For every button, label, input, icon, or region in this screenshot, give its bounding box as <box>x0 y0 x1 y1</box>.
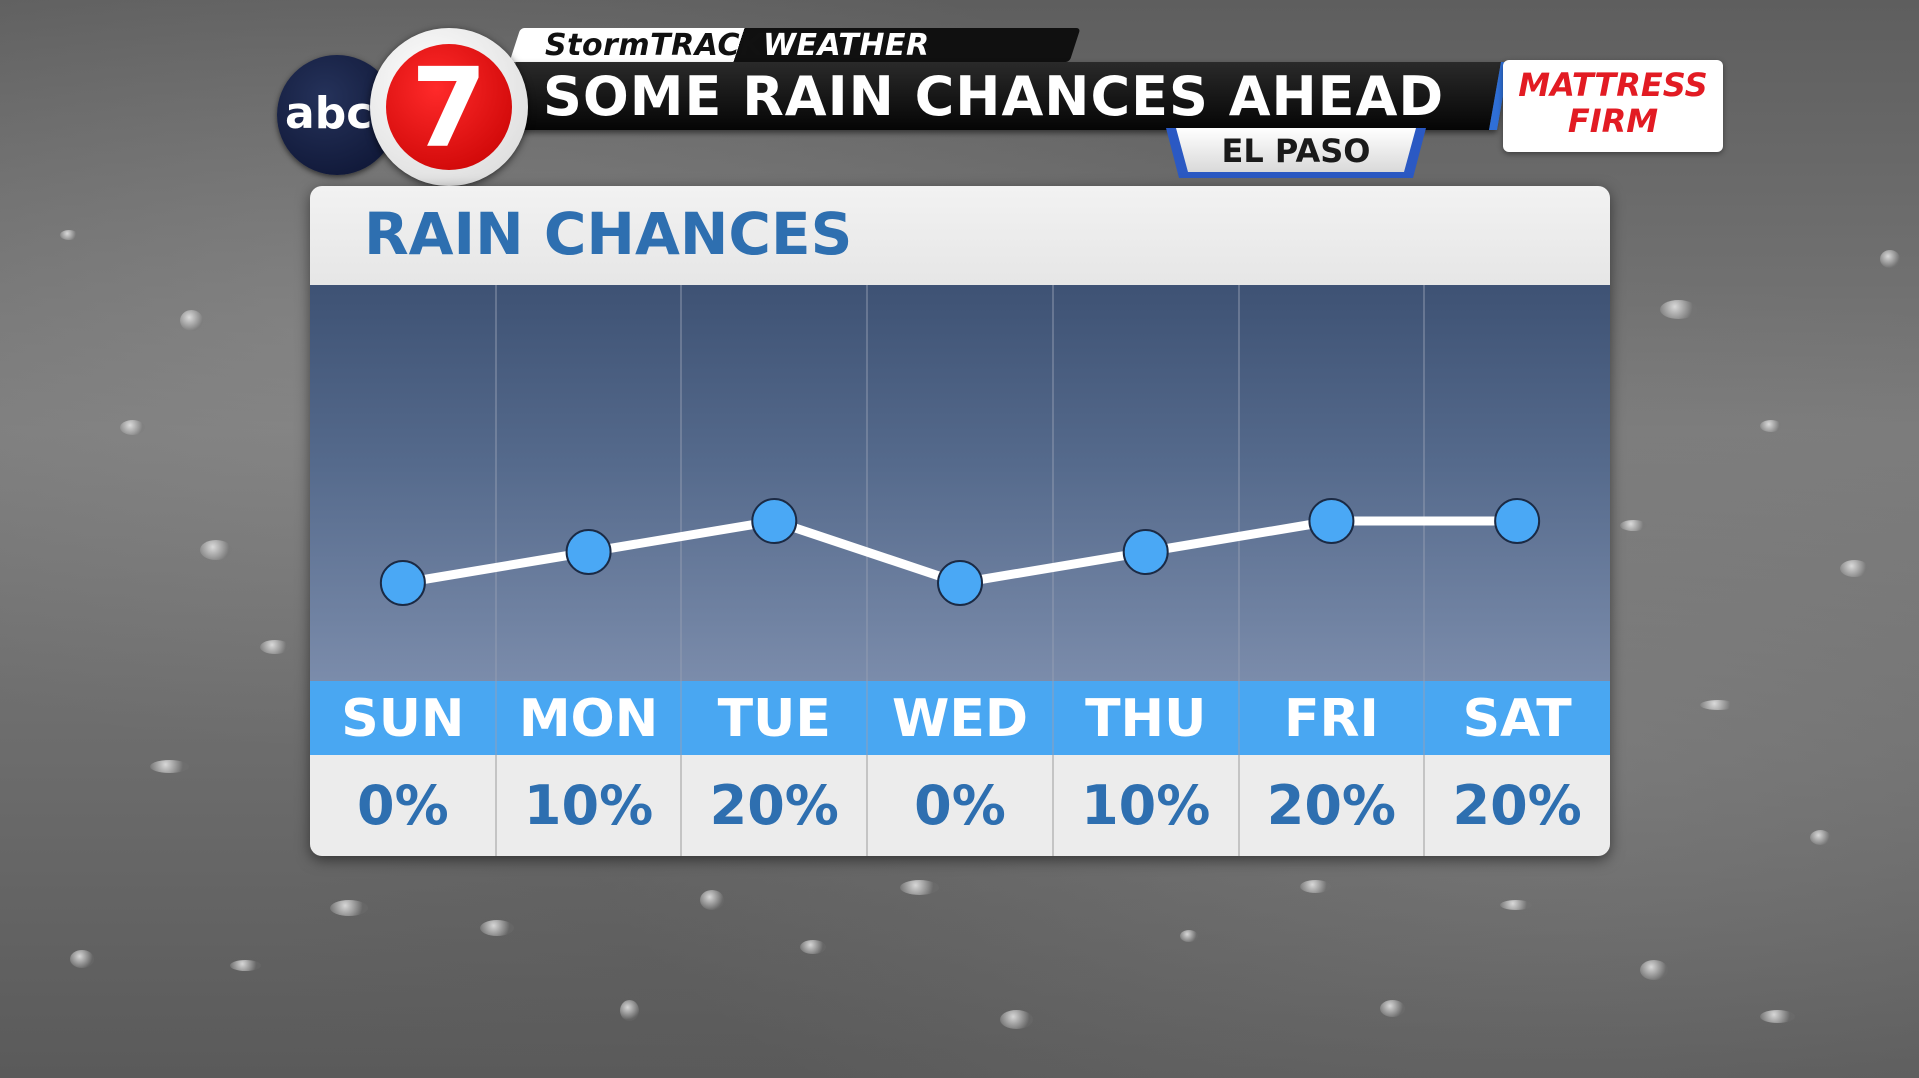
column-divider <box>866 285 869 681</box>
rain-drop <box>150 760 189 773</box>
percent-label-thu: 10% <box>1081 774 1211 837</box>
data-point-sat <box>1494 498 1541 544</box>
column-divider <box>1237 755 1240 856</box>
column-divider <box>1237 681 1240 755</box>
rain-drop <box>180 310 203 331</box>
column-divider <box>494 755 497 856</box>
series-line-segment <box>398 547 594 588</box>
series-line-segment <box>769 516 965 588</box>
day-label-sat: SAT <box>1462 689 1572 749</box>
column-divider <box>1051 755 1054 856</box>
plot-area <box>310 285 1610 681</box>
day-label-tue: TUE <box>717 689 831 749</box>
percent-label-tue: 20% <box>709 774 839 837</box>
column-divider <box>680 285 683 681</box>
column-divider <box>680 755 683 856</box>
series-line-segment <box>584 516 779 557</box>
rain-drop <box>1300 880 1331 893</box>
column-divider <box>680 681 683 755</box>
rain-drop <box>1000 1010 1033 1029</box>
column-divider <box>866 681 869 755</box>
column-divider <box>1237 285 1240 681</box>
day-label-sun: SUN <box>341 689 465 749</box>
rain-drop <box>1700 700 1736 710</box>
rain-chances-panel: RAIN CHANCES SUN MON TUE WED THU FRI SAT 0% 10%… <box>310 186 1610 856</box>
series-line-segment <box>955 547 1151 588</box>
rain-drop <box>620 1000 639 1021</box>
data-point-mon <box>565 529 612 575</box>
column-divider <box>1423 681 1426 755</box>
rain-drop <box>70 950 94 968</box>
location-label: EL PASO <box>1176 128 1416 172</box>
day-label-mon: MON <box>518 689 659 749</box>
brand-weather: WEATHER <box>762 28 930 63</box>
abc-logo-text: abc <box>285 88 373 139</box>
rain-drop <box>1880 250 1900 268</box>
column-divider <box>1423 285 1426 681</box>
series-line-segment <box>1141 516 1336 557</box>
day-label-thu: THU <box>1085 689 1207 749</box>
rain-drop <box>230 960 261 971</box>
day-label-wed: WED <box>891 689 1029 749</box>
seven-logo: 7 <box>370 28 528 186</box>
sponsor-line2: FIRM <box>1567 102 1659 140</box>
data-point-thu <box>1122 529 1169 575</box>
rain-drop <box>900 880 939 895</box>
data-point-fri <box>1308 498 1355 544</box>
storm-track-weather-brand: StormTRACKWEATHER <box>545 28 930 63</box>
rain-drop <box>800 940 826 954</box>
brand-track: TRACK <box>650 28 763 63</box>
rain-drop <box>1660 300 1697 319</box>
data-point-tue <box>751 498 798 544</box>
rain-drop <box>120 420 145 435</box>
percent-label-fri: 20% <box>1266 774 1397 837</box>
rain-drop <box>1760 1010 1795 1023</box>
rain-drop <box>1500 900 1532 910</box>
rain-drop <box>1810 830 1831 845</box>
column-divider <box>1423 755 1426 856</box>
sponsor-line1: MATTRESS <box>1518 66 1708 104</box>
percent-label-sun: 0% <box>357 774 449 837</box>
rain-drop <box>1640 960 1668 980</box>
rain-drop <box>1760 420 1782 432</box>
chart-title-bar: RAIN CHANCES <box>310 186 1610 285</box>
rain-drop <box>1840 560 1869 577</box>
rain-drop <box>700 890 724 910</box>
seven-logo-disc <box>386 44 512 170</box>
day-label-fri: FRI <box>1283 689 1379 749</box>
sponsor-logo: MATTRESS FIRM <box>1503 60 1723 152</box>
brand-storm: Storm <box>545 28 651 63</box>
column-divider <box>494 285 497 681</box>
rain-drop <box>1620 520 1647 531</box>
column-divider <box>494 681 497 755</box>
line-chart <box>379 498 1541 606</box>
rain-drop <box>1380 1000 1405 1017</box>
rain-drop <box>330 900 368 916</box>
data-point-wed <box>937 560 983 606</box>
column-divider <box>1051 681 1054 755</box>
percent-labels-row: 0% 10% 20% 0% 10% 20% 20% <box>310 755 1610 856</box>
data-point-sun <box>379 560 426 606</box>
rain-drop <box>480 920 514 936</box>
rain-drop <box>1180 930 1198 942</box>
day-labels-row: SUN MON TUE WED THU FRI SAT <box>310 681 1610 755</box>
rain-drop <box>60 230 78 240</box>
rain-drop <box>260 640 290 654</box>
headline: SOME RAIN CHANCES AHEAD <box>543 65 1445 128</box>
rain-drop <box>200 540 232 560</box>
seven-logo-number: 7 <box>410 44 488 172</box>
percent-label-wed: 0% <box>914 774 1006 837</box>
percent-label-sat: 20% <box>1452 774 1582 837</box>
column-divider <box>1051 285 1054 681</box>
percent-label-mon: 10% <box>523 774 654 837</box>
chart-title: RAIN CHANCES <box>364 200 853 268</box>
column-divider <box>866 755 869 856</box>
